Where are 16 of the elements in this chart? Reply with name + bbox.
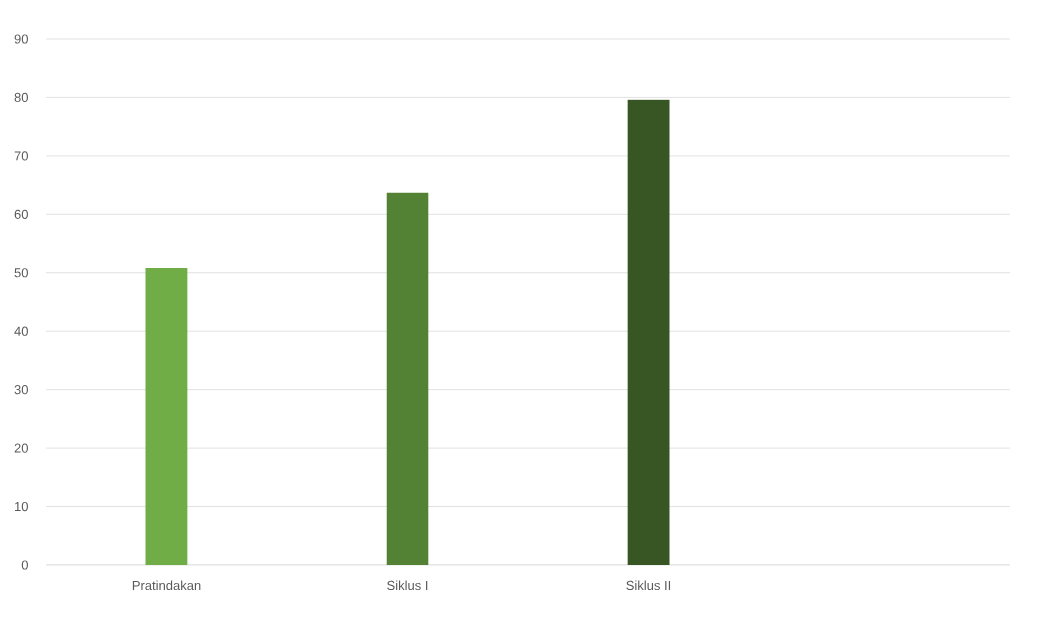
bar xyxy=(627,99,670,565)
x-tick-label: Pratindakan xyxy=(132,580,201,591)
y-tick-label: 50 xyxy=(14,268,28,278)
y-tick-label: 20 xyxy=(14,443,28,453)
y-tick-label: 0 xyxy=(21,560,28,570)
y-tick-label: 80 xyxy=(14,92,28,103)
x-tick-label: Siklus II xyxy=(626,580,671,591)
y-tick-label: 10 xyxy=(15,501,28,512)
x-tick-label: Siklus I xyxy=(387,580,428,591)
y-tick-label: 30 xyxy=(14,385,28,395)
y-tick-label: 60 xyxy=(14,209,28,219)
y-tick-label: 90 xyxy=(14,34,28,44)
bar xyxy=(145,268,188,565)
y-tick-label: 70 xyxy=(14,151,28,161)
y-tick-label: 40 xyxy=(14,326,28,336)
bar xyxy=(386,192,429,565)
